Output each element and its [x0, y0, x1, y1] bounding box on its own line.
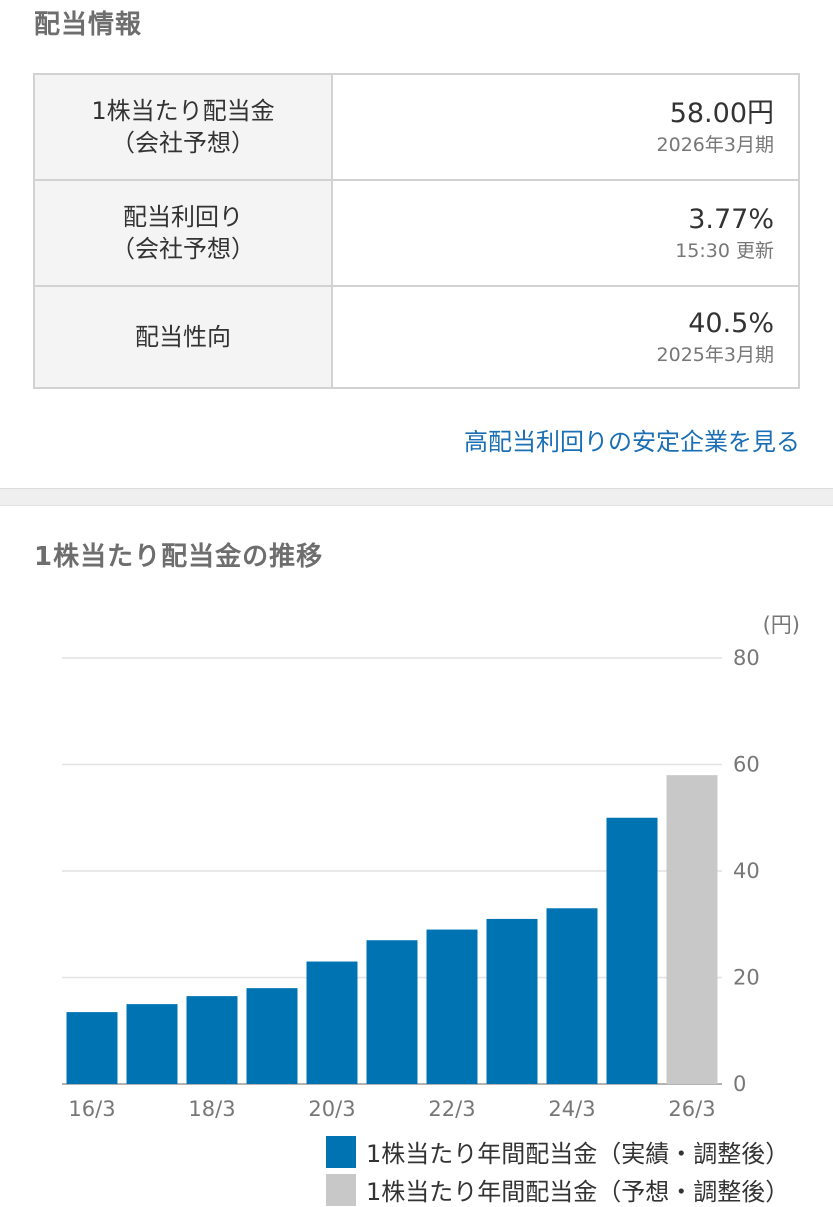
- y-tick-label: 20: [733, 966, 760, 990]
- bar-actual: [606, 817, 658, 1084]
- legend-item-actual: 1株当たり年間配当金（実績・調整後）: [326, 1134, 789, 1169]
- bar-actual: [486, 918, 538, 1084]
- legend-item-forecast: 1株当たり年間配当金（予想・調整後）: [326, 1172, 789, 1207]
- row-value: 58.00円 2026年3月期: [331, 73, 800, 181]
- row-label: 配当性向: [33, 285, 333, 389]
- bar-actual: [426, 929, 478, 1084]
- bar-actual: [366, 940, 418, 1084]
- high-yield-stable-companies-link[interactable]: 高配当利回りの安定企業を見る: [464, 428, 800, 456]
- x-tick-label: 24/3: [548, 1097, 595, 1121]
- bar-actual: [186, 996, 238, 1084]
- label-note: （会社予想）: [111, 235, 255, 263]
- bar-actual: [306, 961, 358, 1084]
- row-label: 1株当たり配当金 （会社予想）: [33, 73, 333, 181]
- section-separator: [0, 488, 833, 506]
- legend-label-actual: 1株当たり年間配当金（実績・調整後）: [366, 1140, 790, 1168]
- row-value: 3.77% 15:30 更新: [331, 179, 800, 287]
- y-tick-label: 0: [733, 1072, 746, 1096]
- label-line: 配当性向: [135, 323, 231, 351]
- table-row: 1株当たり配当金 （会社予想） 58.00円 2026年3月期: [33, 73, 800, 181]
- y-tick-label: 40: [733, 859, 760, 883]
- label-line: 1株当たり配当金: [91, 97, 275, 125]
- x-tick-label: 22/3: [428, 1097, 475, 1121]
- table-row: 配当利回り （会社予想） 3.77% 15:30 更新: [33, 179, 800, 287]
- x-tick-label: 20/3: [308, 1097, 355, 1121]
- x-tick-label: 16/3: [68, 1097, 115, 1121]
- dividend-yield-updated: 15:30 更新: [675, 240, 774, 262]
- bar-actual: [126, 1004, 178, 1084]
- table-row: 配当性向 40.5% 2025年3月期: [33, 285, 800, 389]
- y-tick-label: 80: [733, 646, 760, 670]
- x-tick-label: 18/3: [188, 1097, 235, 1121]
- dividend-info-table: 1株当たり配当金 （会社予想） 58.00円 2026年3月期 配当利回り （会…: [33, 73, 800, 389]
- dividend-per-share-value: 58.00円: [669, 98, 774, 129]
- legend-swatch-actual: [326, 1135, 356, 1168]
- dividend-per-share-period: 2026年3月期: [656, 134, 774, 156]
- y-axis-unit-label: (円): [763, 613, 800, 637]
- legend-label-forecast: 1株当たり年間配当金（予想・調整後）: [366, 1178, 790, 1206]
- legend-swatch-forecast: [326, 1173, 356, 1206]
- payout-ratio-period: 2025年3月期: [656, 344, 774, 366]
- dividend-bar-chart: (円) 0 20 40 60 80 16/3 18/3 20/3 22/3 24/3 26/3: [62, 613, 800, 1121]
- payout-ratio-value: 40.5%: [688, 308, 774, 339]
- dividend-info-title: 配当情報: [34, 10, 143, 40]
- bar-actual: [246, 988, 298, 1084]
- row-value: 40.5% 2025年3月期: [331, 285, 800, 389]
- chart-title: 1株当たり配当金の推移: [34, 542, 324, 572]
- row-label: 配当利回り （会社予想）: [33, 179, 333, 287]
- bar-forecast: [666, 775, 718, 1084]
- label-note: （会社予想）: [111, 129, 255, 157]
- y-tick-label: 60: [733, 753, 760, 777]
- bar-actual: [66, 1012, 118, 1084]
- bar-actual: [546, 908, 598, 1084]
- dividend-yield-value: 3.77%: [688, 204, 774, 235]
- x-tick-label: 26/3: [668, 1097, 715, 1121]
- label-line: 配当利回り: [123, 203, 243, 231]
